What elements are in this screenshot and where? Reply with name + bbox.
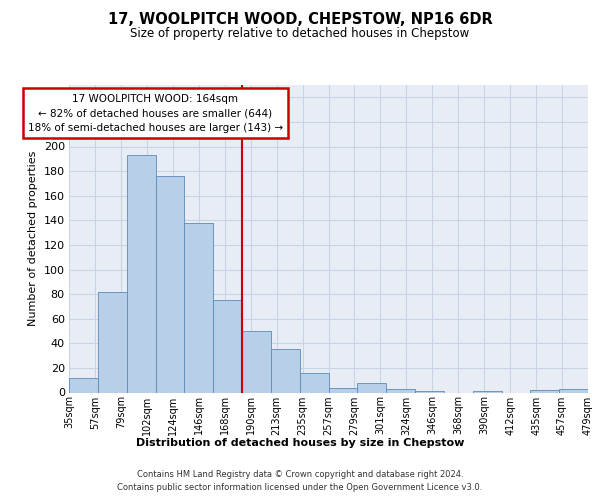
Text: 17, WOOLPITCH WOOD, CHEPSTOW, NP16 6DR: 17, WOOLPITCH WOOD, CHEPSTOW, NP16 6DR	[107, 12, 493, 28]
Bar	[242, 331, 271, 392]
Text: Contains HM Land Registry data © Crown copyright and database right 2024.: Contains HM Land Registry data © Crown c…	[137, 470, 463, 479]
Bar	[530, 390, 559, 392]
Bar	[386, 389, 415, 392]
Text: Contains public sector information licensed under the Open Government Licence v3: Contains public sector information licen…	[118, 482, 482, 492]
Bar	[559, 389, 588, 392]
Text: Distribution of detached houses by size in Chepstow: Distribution of detached houses by size …	[136, 438, 464, 448]
Bar	[329, 388, 358, 392]
Bar	[213, 300, 242, 392]
Text: Size of property relative to detached houses in Chepstow: Size of property relative to detached ho…	[130, 28, 470, 40]
Bar	[155, 176, 184, 392]
Bar	[299, 373, 329, 392]
Bar	[271, 350, 299, 393]
Text: 17 WOOLPITCH WOOD: 164sqm
← 82% of detached houses are smaller (644)
18% of semi: 17 WOOLPITCH WOOD: 164sqm ← 82% of detac…	[28, 94, 283, 133]
Bar	[127, 155, 155, 392]
Y-axis label: Number of detached properties: Number of detached properties	[28, 151, 38, 326]
Bar	[69, 378, 98, 392]
Bar	[98, 292, 127, 392]
Bar	[184, 223, 213, 392]
Bar	[358, 382, 386, 392]
